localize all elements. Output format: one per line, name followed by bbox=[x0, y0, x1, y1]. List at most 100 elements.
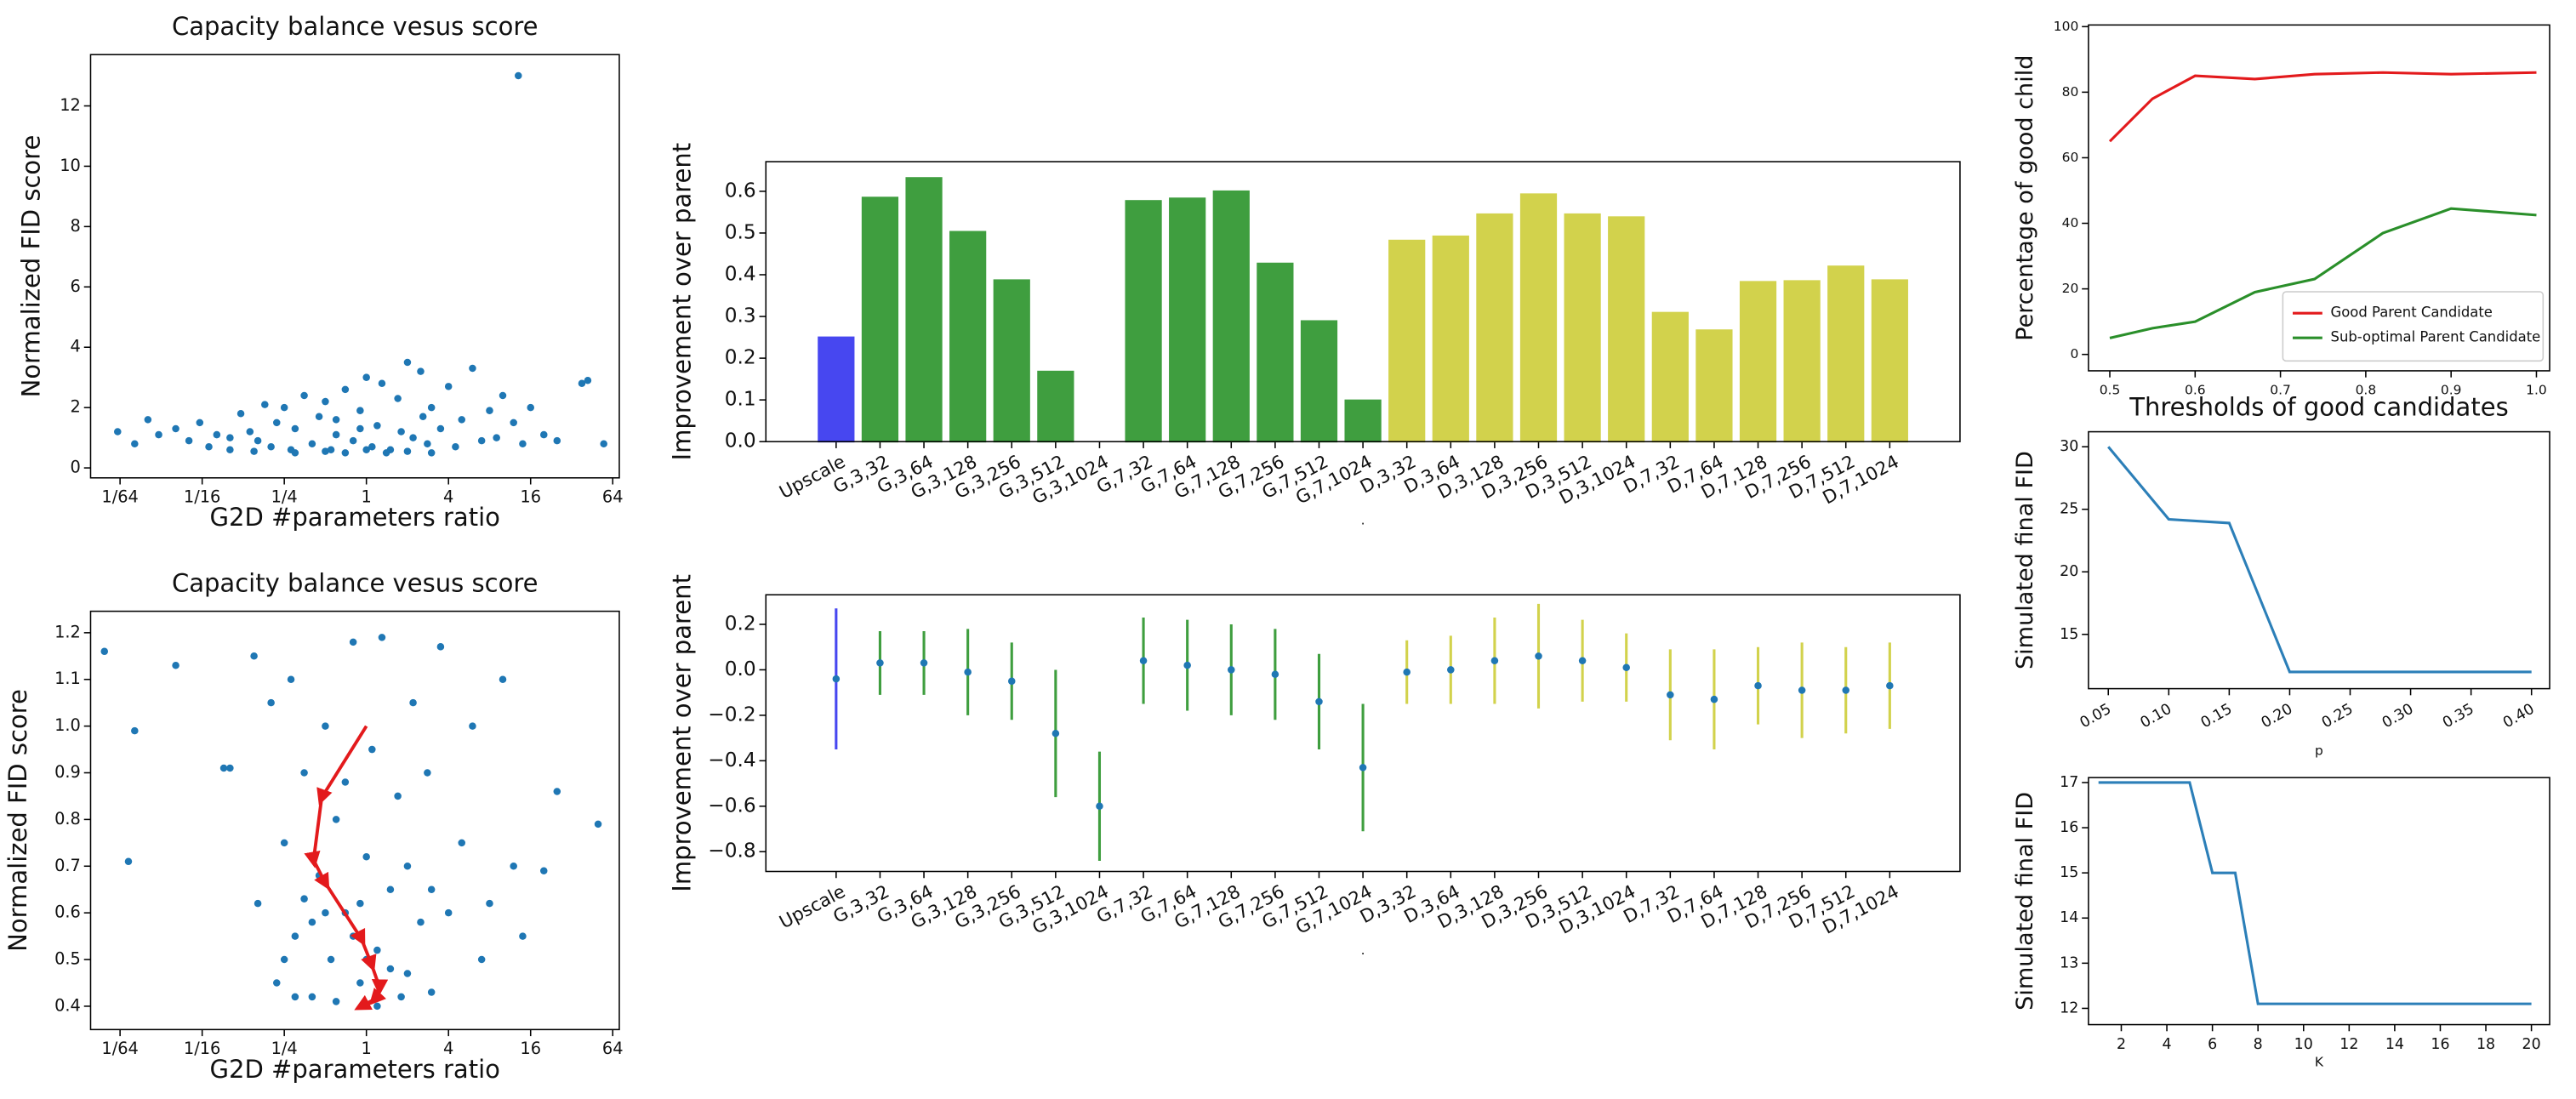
point bbox=[1667, 691, 1674, 699]
point bbox=[458, 839, 466, 847]
point bbox=[373, 946, 381, 954]
point bbox=[386, 885, 395, 893]
point bbox=[267, 698, 275, 707]
point bbox=[300, 391, 308, 400]
bar bbox=[1344, 399, 1382, 443]
y-tick-label: 12 bbox=[2060, 999, 2078, 1016]
y-tick-label: −0.2 bbox=[708, 703, 755, 726]
y-axis-label: Percentage of good child bbox=[2012, 55, 2038, 341]
point bbox=[287, 675, 295, 683]
x-tick-label: 0.8 bbox=[2356, 383, 2377, 398]
point bbox=[403, 863, 412, 870]
point bbox=[213, 430, 221, 439]
point bbox=[964, 668, 972, 676]
point bbox=[409, 698, 417, 707]
point bbox=[1271, 670, 1279, 679]
point bbox=[469, 364, 476, 373]
point bbox=[427, 988, 436, 996]
point bbox=[362, 373, 370, 381]
point bbox=[226, 434, 234, 441]
point bbox=[291, 424, 299, 433]
point bbox=[417, 918, 425, 926]
point bbox=[131, 440, 139, 447]
point bbox=[403, 447, 412, 455]
point bbox=[356, 979, 364, 987]
point bbox=[469, 722, 476, 730]
plot-frame bbox=[2088, 24, 2550, 372]
y-tick-label: −0.4 bbox=[708, 749, 755, 772]
point bbox=[920, 659, 928, 667]
x-axis-label: G2D #parameters ratio bbox=[210, 503, 500, 532]
y-tick-label: 6 bbox=[71, 276, 81, 296]
bar bbox=[1476, 213, 1513, 443]
point bbox=[594, 820, 602, 829]
x-axis-label: . bbox=[1361, 513, 1365, 528]
y-tick-label: 8 bbox=[71, 216, 81, 236]
point bbox=[477, 955, 486, 964]
point bbox=[378, 379, 386, 388]
point bbox=[356, 407, 364, 414]
x-tick-label: 1/64 bbox=[101, 1039, 138, 1058]
point bbox=[291, 932, 299, 940]
y-tick-label: 0.8 bbox=[54, 809, 81, 829]
point bbox=[280, 403, 288, 412]
x-tick-label: 12 bbox=[2339, 1036, 2358, 1053]
y-tick-label: 0 bbox=[2070, 346, 2078, 362]
y-tick-label: 14 bbox=[2060, 909, 2078, 926]
y-tick-label: −0.8 bbox=[708, 840, 755, 863]
x-tick-label: 4 bbox=[443, 487, 453, 507]
bar bbox=[861, 196, 899, 443]
x-tick-label: 0.6 bbox=[2185, 383, 2206, 398]
point bbox=[237, 409, 245, 418]
point bbox=[1754, 681, 1762, 690]
point bbox=[205, 442, 213, 451]
point bbox=[254, 436, 262, 445]
y-tick-label: 0.2 bbox=[725, 612, 756, 635]
point bbox=[1096, 802, 1103, 811]
x-tick-label: 10 bbox=[2294, 1036, 2313, 1053]
x-tick-label: 0.9 bbox=[2441, 383, 2462, 398]
point bbox=[378, 634, 386, 641]
point bbox=[100, 647, 109, 656]
x-tick-label: 1/4 bbox=[271, 487, 298, 507]
y-tick-label: 0.4 bbox=[725, 262, 756, 285]
x-tick-label: 1 bbox=[362, 487, 372, 507]
x-tick-label: 16 bbox=[520, 487, 541, 507]
x-tick-label: 2 bbox=[2117, 1036, 2126, 1053]
point bbox=[519, 932, 527, 940]
y-tick-label: 0.7 bbox=[54, 856, 81, 875]
point bbox=[373, 422, 381, 430]
x-tick-label: 1/64 bbox=[101, 487, 138, 507]
point bbox=[291, 449, 299, 457]
point bbox=[1447, 666, 1455, 674]
y-axis-label: Simulated final FID bbox=[2012, 451, 2038, 669]
bar bbox=[1169, 197, 1206, 443]
y-tick-label: 20 bbox=[2062, 281, 2079, 296]
point bbox=[254, 899, 262, 908]
y-tick-label: 0.0 bbox=[725, 430, 756, 453]
plot-frame bbox=[765, 594, 1961, 873]
point bbox=[185, 436, 193, 445]
x-tick-label: 16 bbox=[520, 1039, 541, 1058]
point bbox=[322, 908, 329, 917]
point bbox=[114, 428, 122, 436]
y-tick-label: 60 bbox=[2062, 150, 2079, 165]
point bbox=[349, 932, 357, 940]
point bbox=[341, 778, 350, 786]
y-tick-label: 15 bbox=[2060, 864, 2078, 881]
point bbox=[356, 424, 364, 433]
point bbox=[1490, 657, 1499, 665]
point bbox=[427, 403, 436, 412]
plot-frame bbox=[2088, 777, 2550, 1026]
point bbox=[1228, 666, 1235, 674]
bar bbox=[1827, 265, 1865, 443]
plot-frame bbox=[2088, 430, 2550, 690]
x-tick-label: 1/16 bbox=[184, 1039, 220, 1058]
point bbox=[527, 403, 534, 412]
point bbox=[341, 385, 350, 394]
bar bbox=[1212, 190, 1250, 443]
y-tick-label: 0.4 bbox=[54, 995, 81, 1015]
point bbox=[356, 899, 364, 908]
